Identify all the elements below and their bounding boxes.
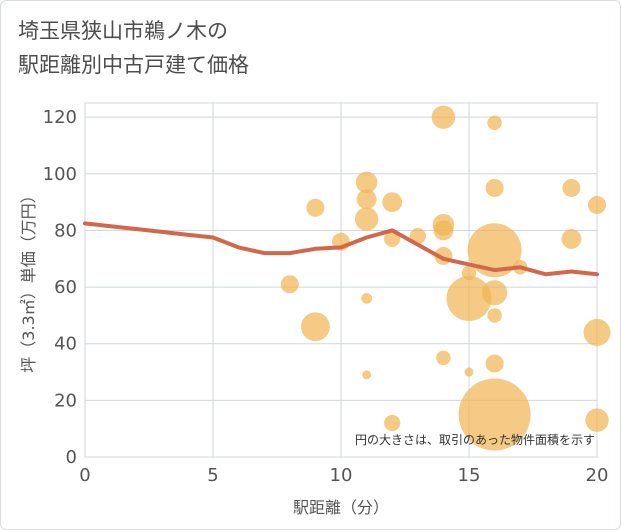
bubble-point bbox=[485, 354, 504, 373]
bubble-point bbox=[487, 308, 502, 323]
x-axis-label: 駅距離（分） bbox=[293, 498, 389, 517]
y-tick-label: 80 bbox=[54, 220, 77, 241]
x-tick-label: 15 bbox=[458, 465, 481, 486]
y-tick-label: 120 bbox=[43, 107, 77, 128]
bubble-point bbox=[280, 275, 299, 294]
bubble-point bbox=[361, 293, 372, 304]
bubble-point bbox=[355, 171, 378, 194]
y-tick-label: 20 bbox=[54, 390, 77, 411]
bubble-point bbox=[384, 414, 401, 432]
bubble-point bbox=[588, 195, 606, 214]
bubble-point bbox=[306, 198, 325, 217]
bubble-point bbox=[356, 189, 377, 210]
x-tick-label: 0 bbox=[79, 465, 90, 486]
bubble-point bbox=[467, 223, 522, 278]
bubble-point bbox=[487, 115, 502, 131]
bubble-point bbox=[362, 370, 372, 380]
trend-line bbox=[83, 221, 599, 277]
bubble-point bbox=[562, 178, 581, 197]
x-tick-label: 10 bbox=[330, 465, 353, 486]
bubble-point bbox=[482, 280, 508, 306]
bubble-point bbox=[301, 312, 330, 342]
bubble-point bbox=[585, 408, 609, 432]
bubbles bbox=[280, 105, 611, 451]
bubble-point bbox=[458, 378, 531, 451]
bubble-point bbox=[433, 220, 454, 241]
y-tick-label: 0 bbox=[66, 447, 77, 468]
axis-ticks: 0 5 10 15 20 0 20 40 60 80 100 120 bbox=[43, 107, 609, 486]
bubble-point bbox=[446, 275, 492, 321]
bubble-point bbox=[561, 229, 582, 249]
chart-title: 埼玉県狭山市鵜ノ木の 駅距離別中古戸建て価格 bbox=[18, 14, 249, 82]
y-tick-label: 100 bbox=[43, 164, 77, 185]
bubble-point bbox=[354, 207, 379, 231]
bubble-point bbox=[464, 367, 474, 377]
title-line-1: 埼玉県狭山市鵜ノ木の bbox=[18, 19, 228, 43]
bubble-point bbox=[583, 318, 611, 346]
x-tick-label: 20 bbox=[586, 465, 609, 486]
y-tick-label: 40 bbox=[54, 334, 77, 355]
x-tick-label: 5 bbox=[207, 465, 218, 486]
y-axis-label: 坪（3.3㎡）単価（万円） bbox=[19, 187, 38, 372]
title-line-2: 駅距離別中古戸建て価格 bbox=[18, 53, 249, 77]
size-note: 円の大きさは、取引のあった物件面積を示す bbox=[355, 432, 595, 447]
trend-series-line bbox=[83, 221, 599, 277]
bubble-point bbox=[431, 105, 456, 129]
bubble-point bbox=[485, 178, 504, 197]
bubble-point bbox=[436, 350, 451, 366]
y-tick-label: 60 bbox=[54, 277, 77, 298]
bubble-point bbox=[382, 192, 403, 213]
